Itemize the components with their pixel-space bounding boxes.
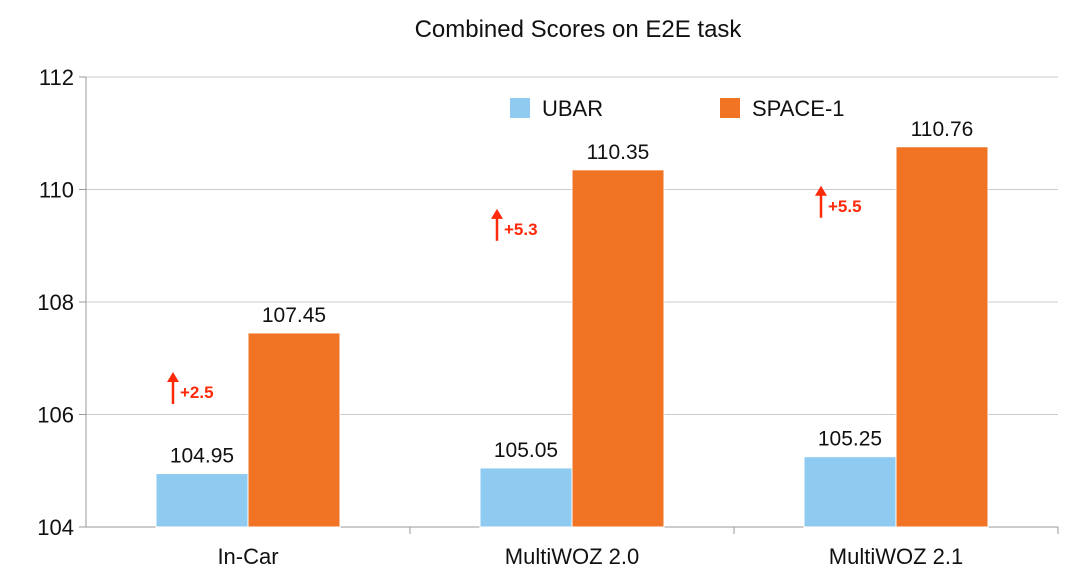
bars — [155, 146, 989, 528]
legend-item: SPACE-1 — [720, 96, 845, 121]
bar-ubar — [479, 467, 573, 528]
y-axis: 104 106 108 110 112 — [37, 65, 74, 540]
data-label: 110.35 — [587, 141, 650, 164]
chart-title: Combined Scores on E2E task — [415, 16, 743, 43]
data-label: 105.05 — [494, 439, 558, 462]
improvement-annotation: +2.5 — [167, 371, 214, 404]
bar-space-1 — [895, 146, 989, 528]
legend-label: SPACE-1 — [752, 96, 845, 121]
bar-space-1 — [571, 169, 665, 528]
up-arrow-head-icon — [491, 208, 503, 219]
legend-swatch — [510, 98, 530, 118]
annotation-label: +2.5 — [180, 383, 214, 402]
data-labels: 104.95 107.45 105.05 110.35 105.25 110.76 — [170, 118, 973, 468]
annotation-label: +5.5 — [828, 197, 862, 216]
y-tick-label: 112 — [39, 65, 74, 90]
legend: UBAR SPACE-1 — [510, 96, 845, 121]
x-axis: In-Car MultiWOZ 2.0 MultiWOZ 2.1 — [217, 544, 963, 569]
up-arrow-head-icon — [815, 185, 827, 196]
annotations: +2.5 +5.3 +5.5 — [167, 185, 862, 404]
bar-space-1 — [247, 332, 341, 528]
annotation-label: +5.3 — [504, 220, 538, 239]
x-tick-label: In-Car — [217, 544, 278, 569]
data-label: 107.45 — [262, 304, 326, 327]
legend-swatch — [720, 98, 740, 118]
improvement-annotation: +5.3 — [491, 208, 538, 241]
bar-ubar — [155, 473, 249, 528]
up-arrow-head-icon — [167, 371, 179, 382]
x-tick-label: MultiWOZ 2.0 — [505, 544, 639, 569]
x-tick-label: MultiWOZ 2.1 — [829, 544, 963, 569]
y-tick-label: 110 — [39, 178, 74, 203]
y-tick-label: 106 — [37, 403, 74, 428]
legend-item: UBAR — [510, 96, 603, 121]
data-label: 110.76 — [911, 118, 974, 141]
y-tick-label: 108 — [37, 290, 74, 315]
y-tick-label: 104 — [37, 515, 74, 540]
data-label: 104.95 — [170, 445, 234, 468]
improvement-annotation: +5.5 — [815, 185, 862, 218]
legend-label: UBAR — [542, 96, 603, 121]
data-label: 105.25 — [818, 428, 882, 451]
bar-ubar — [803, 456, 897, 528]
